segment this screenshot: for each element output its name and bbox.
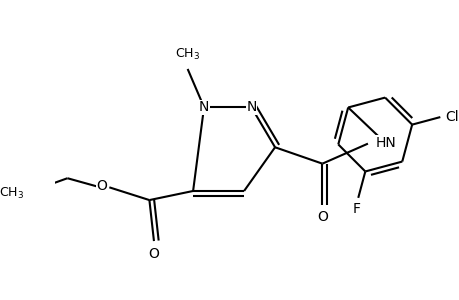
Text: CH$_3$: CH$_3$ [175, 46, 200, 62]
Text: HN: HN [375, 136, 395, 150]
Text: N: N [246, 100, 256, 114]
Text: Cl: Cl [444, 110, 458, 124]
Text: N: N [198, 100, 209, 114]
Text: CH$_3$: CH$_3$ [0, 186, 24, 201]
Text: O: O [96, 179, 107, 194]
Text: F: F [352, 202, 360, 216]
Text: O: O [148, 247, 159, 260]
Text: O: O [316, 210, 327, 224]
